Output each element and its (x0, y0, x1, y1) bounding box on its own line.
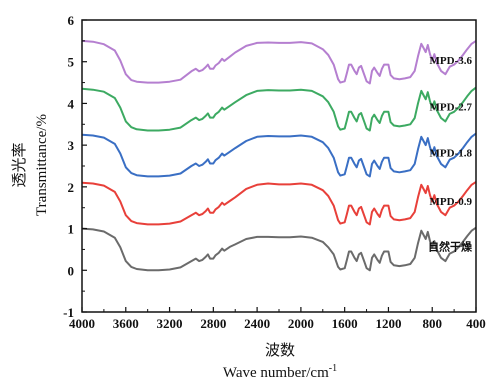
series-line-1 (81, 181, 477, 226)
series-label-1: MPD-0.9 (430, 196, 473, 208)
series-line-4 (81, 39, 477, 85)
x-tick-label: 2000 (288, 316, 314, 331)
series-label-2: MPD-1.8 (430, 147, 473, 159)
x-tick-label: 1600 (332, 316, 358, 331)
x-axis-title-en: Wave number/cm-1 (223, 363, 337, 381)
x-tick-label: 1200 (375, 316, 401, 331)
x-tick-label: 2400 (244, 316, 270, 331)
y-tick-label: 6 (68, 13, 75, 28)
y-tick-label: 5 (68, 55, 75, 70)
series-line-2 (81, 132, 477, 178)
x-axis-title-cn: 波数 (265, 342, 295, 359)
series-label-4: MPD-3.6 (430, 55, 473, 67)
x-tick-label: 2800 (200, 316, 226, 331)
y-tick-label: 3 (68, 138, 75, 153)
series-line-0 (81, 226, 477, 272)
y-tick-label: 2 (68, 180, 75, 195)
series-labels: 自然干燥 MPD-0.9 MPD-1.8 MPD-2.7 MPD-3.6 (428, 55, 473, 254)
series-lines (81, 39, 477, 272)
x-tick-label: 4000 (69, 316, 95, 331)
y-tick-label: 0 (68, 263, 75, 278)
y-tick-label: 1 (68, 222, 75, 237)
x-axis-title-main: Wave number/cm (223, 365, 329, 381)
x-tick-label: 800 (422, 316, 442, 331)
y-tick-label: 4 (68, 96, 75, 111)
series-line-3 (81, 86, 477, 132)
y-axis-title-en: Transmittance/% (34, 114, 50, 216)
axis-titles: 波数 Wave number/cm-1 透光率 Transmittance/% (11, 114, 337, 381)
series-label-3: MPD-2.7 (430, 102, 473, 114)
x-tick-label: 3200 (157, 316, 183, 331)
x-tick-label: 400 (466, 316, 486, 331)
y-tick-label: -1 (63, 305, 74, 320)
axes: 4000 3600 3200 2800 2400 2000 1600 1200 800 400 -1… (63, 13, 486, 331)
x-tick-label: 3600 (113, 316, 139, 331)
y-axis-title-cn: 透光率 (11, 142, 28, 187)
series-label-0: 自然干燥 (428, 240, 473, 254)
x-axis-title-superscript: -1 (329, 363, 337, 374)
